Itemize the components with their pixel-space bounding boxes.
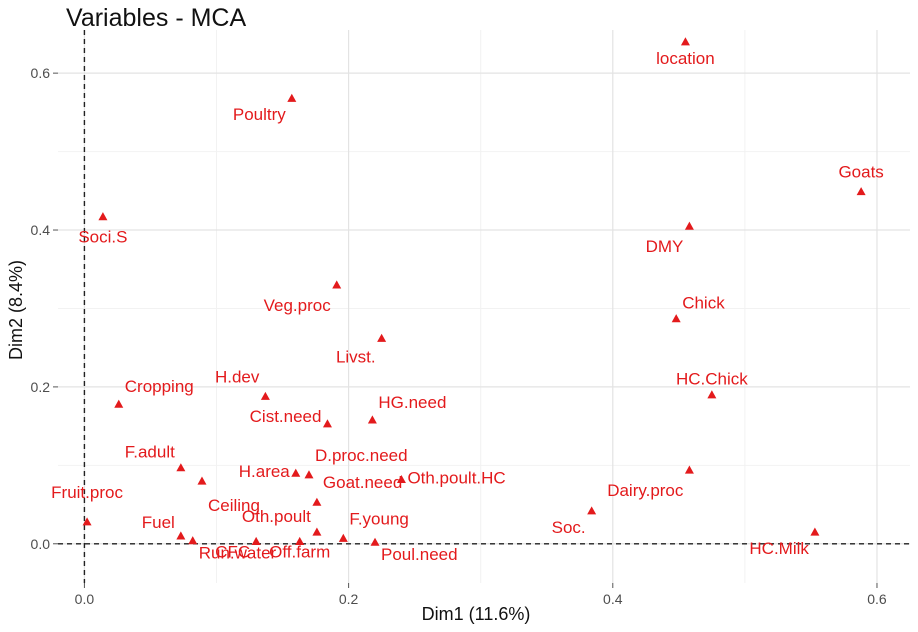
point-marker-dmy [684, 221, 694, 230]
y-axis-label: Dim2 (8.4%) [6, 260, 26, 360]
point-label-hc-milk: HC.Milk [749, 539, 809, 558]
x-tick-label: 0.4 [603, 591, 623, 607]
points-layer [82, 37, 866, 546]
point-label-h-dev: H.dev [215, 367, 260, 386]
x-tick-label: 0.0 [75, 591, 95, 607]
point-label-hc-chick: HC.Chick [676, 370, 748, 389]
point-label-soci-s: Soci.S [78, 228, 127, 247]
point-label-soc: Soc. [552, 518, 586, 537]
point-label-poultry: Poultry [233, 105, 286, 124]
point-marker-h-dev [260, 391, 270, 400]
point-marker-h-area [291, 468, 301, 477]
point-marker-cist-need [322, 419, 332, 428]
point-marker-location [680, 37, 690, 46]
point-marker-poul-need [370, 537, 380, 546]
point-marker-hc-chick [707, 390, 717, 399]
point-label-d-proc-need: D.proc.need [315, 446, 408, 465]
point-label-off-farm: Off.farm [269, 542, 330, 561]
point-label-fuel: Fuel [142, 513, 175, 532]
point-label-oth-poult-hc: Oth.poult.HC [407, 468, 505, 487]
point-marker-fuel [176, 531, 186, 540]
y-tick-label: 0.4 [31, 222, 51, 238]
point-label-chick: Chick [682, 294, 725, 313]
x-tick-label: 0.6 [867, 591, 887, 607]
point-label-poul-need: Poul.need [381, 545, 458, 564]
point-label-dmy: DMY [646, 237, 684, 256]
point-marker-run-water [188, 536, 198, 545]
point-marker-fruit-proc [82, 517, 92, 526]
point-marker-soc [587, 506, 597, 515]
point-marker-chick [671, 314, 681, 323]
point-marker-cfc [251, 536, 261, 546]
x-axis-label: Dim1 (11.6%) [422, 604, 531, 624]
point-marker-livst [377, 333, 387, 342]
point-label-cfc: CFC [215, 542, 250, 561]
point-label-cist-need: Cist.need [250, 407, 322, 426]
point-marker-hg-need [367, 415, 377, 424]
point-marker-goat-need [312, 497, 322, 506]
point-marker-dairy-proc [684, 465, 694, 474]
point-marker-soci-s [98, 212, 108, 221]
point-label-cropping: Cropping [125, 377, 194, 396]
reference-lines [58, 30, 910, 583]
point-label-veg-proc: Veg.proc [264, 296, 332, 315]
point-label-livst: Livst. [336, 347, 376, 366]
point-marker-poultry [287, 93, 297, 102]
point-marker-goats [856, 187, 866, 196]
tick-labels: 0.0 0.2 0.4 0.6 0.0 0.2 0.4 0.6 [31, 65, 887, 607]
point-marker-cropping [114, 399, 124, 408]
point-marker-f-adult [176, 463, 186, 472]
y-tick-label: 0.0 [31, 536, 51, 552]
point-label-dairy-proc: Dairy.proc [607, 481, 684, 500]
point-marker-hc-milk [810, 527, 820, 536]
x-tick-label: 0.2 [339, 591, 359, 607]
point-label-f-adult: F.adult [125, 443, 175, 462]
y-tick-label: 0.2 [31, 379, 51, 395]
point-label-h-area: H.area [239, 462, 291, 481]
point-marker-d-proc-need [304, 470, 314, 479]
point-marker-oth-poult-hc [396, 474, 406, 484]
point-label-hg-need: HG.need [378, 393, 446, 412]
chart-title: Variables - MCA [66, 4, 247, 32]
point-label-goats: Goats [838, 163, 883, 182]
point-label-f-young: F.young [349, 509, 409, 528]
point-label-ceiling: Ceiling [208, 496, 260, 515]
point-labels: location Poultry Goats Soci.S DMY Veg.proc Chi… [51, 49, 884, 564]
point-label-location: location [656, 49, 715, 68]
point-marker-veg-proc [332, 280, 342, 289]
point-label-oth-poult: Oth.poult [242, 507, 311, 526]
point-marker-f-young [338, 533, 348, 542]
grid-layer [58, 30, 910, 583]
y-tick-label: 0.6 [31, 65, 51, 81]
point-marker-off-farm [295, 536, 305, 546]
point-marker-oth-poult [312, 527, 322, 536]
point-marker-ceiling [197, 476, 207, 485]
point-label-run-water: Run.water [199, 544, 277, 563]
point-label-goat-need: Goat.need [323, 473, 402, 492]
point-label-fruit-proc: Fruit.proc [51, 483, 123, 502]
